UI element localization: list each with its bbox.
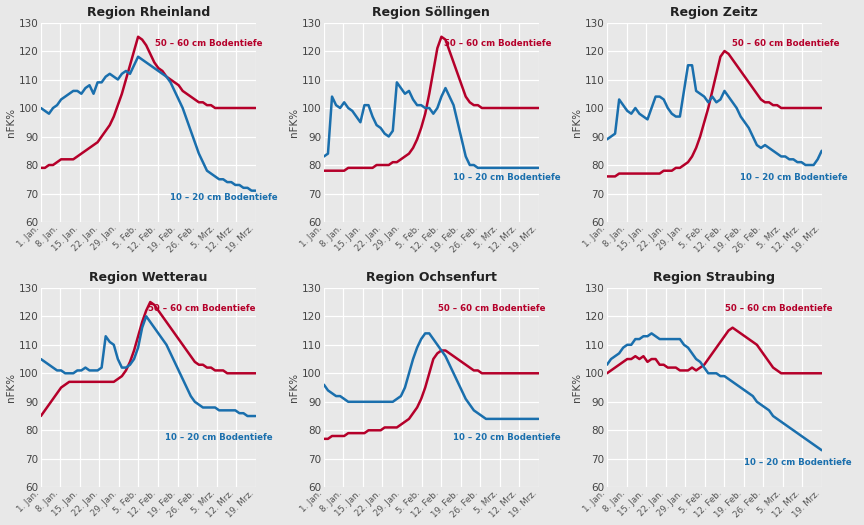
Text: 50 – 60 cm Bodentiefe: 50 – 60 cm Bodentiefe — [155, 39, 262, 48]
Y-axis label: nFK%: nFK% — [572, 373, 581, 402]
Y-axis label: nFK%: nFK% — [289, 108, 299, 137]
Text: 10 – 20 cm Bodentiefe: 10 – 20 cm Bodentiefe — [165, 433, 273, 442]
Title: Region Ochsenfurt: Region Ochsenfurt — [365, 271, 497, 284]
Text: 50 – 60 cm Bodentiefe: 50 – 60 cm Bodentiefe — [149, 304, 256, 313]
Title: Region Rheinland: Region Rheinland — [86, 6, 210, 18]
Y-axis label: nFK%: nFK% — [5, 108, 16, 137]
Y-axis label: nFK%: nFK% — [289, 373, 299, 402]
Title: Region Straubing: Region Straubing — [653, 271, 775, 284]
Text: 10 – 20 cm Bodentiefe: 10 – 20 cm Bodentiefe — [740, 173, 848, 182]
Title: Region Söllingen: Region Söllingen — [372, 6, 490, 18]
Text: 10 – 20 cm Bodentiefe: 10 – 20 cm Bodentiefe — [745, 458, 852, 467]
Title: Region Zeitz: Region Zeitz — [670, 6, 759, 18]
Y-axis label: nFK%: nFK% — [5, 373, 16, 402]
Text: 50 – 60 cm Bodentiefe: 50 – 60 cm Bodentiefe — [732, 39, 839, 48]
Text: 10 – 20 cm Bodentiefe: 10 – 20 cm Bodentiefe — [453, 173, 561, 182]
Text: 50 – 60 cm Bodentiefe: 50 – 60 cm Bodentiefe — [444, 39, 552, 48]
Text: 10 – 20 cm Bodentiefe: 10 – 20 cm Bodentiefe — [169, 193, 277, 202]
Text: 50 – 60 cm Bodentiefe: 50 – 60 cm Bodentiefe — [725, 304, 833, 313]
Text: 50 – 60 cm Bodentiefe: 50 – 60 cm Bodentiefe — [438, 304, 545, 313]
Y-axis label: nFK%: nFK% — [572, 108, 581, 137]
Title: Region Wetterau: Region Wetterau — [89, 271, 207, 284]
Text: 10 – 20 cm Bodentiefe: 10 – 20 cm Bodentiefe — [453, 433, 561, 442]
